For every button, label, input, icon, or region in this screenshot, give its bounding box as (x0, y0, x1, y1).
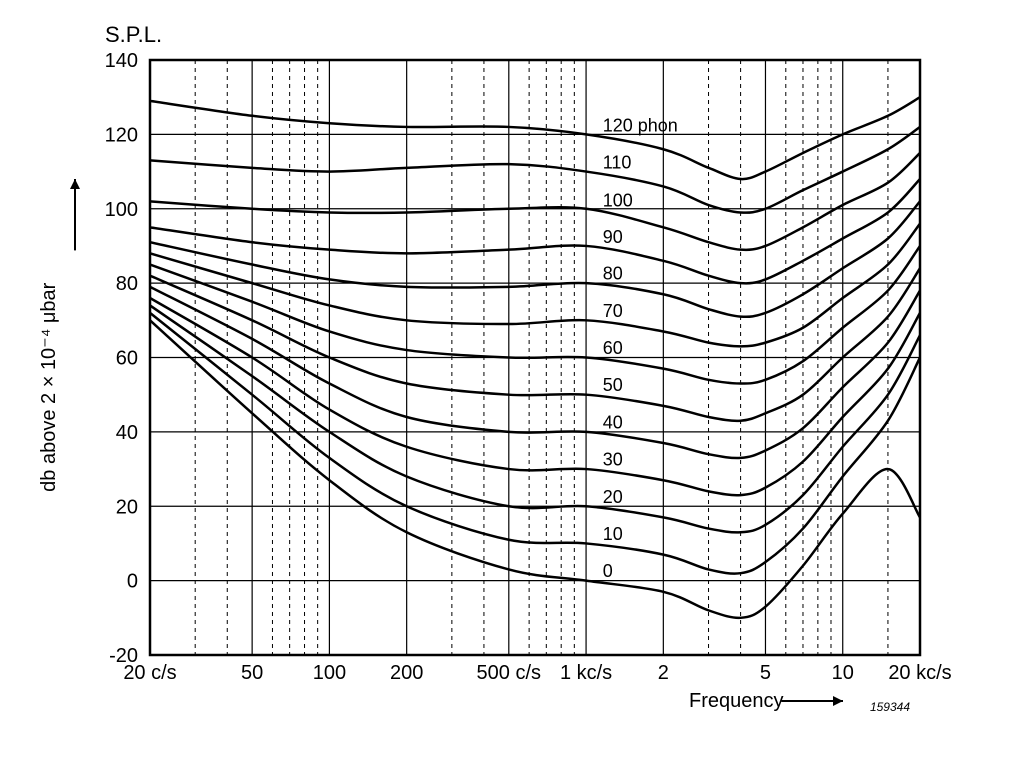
curve-label-40: 40 (603, 412, 623, 432)
curve-label-50: 50 (603, 375, 623, 395)
ref-number: 159344 (870, 700, 910, 714)
x-tick-label: 20 kc/s (888, 662, 951, 684)
x-tick-label: 10 (832, 662, 854, 684)
y-tick-label: 40 (116, 422, 138, 444)
curve-label-110: 110 (603, 153, 632, 173)
curve-label-60: 60 (603, 338, 623, 358)
x-axis-label: Frequency (689, 690, 784, 712)
y-tick-label: 0 (127, 571, 138, 593)
curve-label-0: 0 (603, 561, 613, 581)
curve-label-10: 10 (603, 524, 623, 544)
curve-label-100: 100 (603, 190, 633, 210)
y-tick-label: 120 (105, 124, 138, 146)
curve-label-30: 30 (603, 450, 623, 470)
curve-label-120: 120 phon (603, 115, 678, 135)
x-tick-label: 1 kc/s (560, 662, 612, 684)
equal-loudness-chart: 20 c/s50100200500 c/s1 kc/s251020 kc/s-2… (0, 0, 1024, 776)
y-tick-label: 80 (116, 273, 138, 295)
y-tick-label: 60 (116, 348, 138, 370)
curve-label-20: 20 (603, 487, 623, 507)
x-tick-label: 5 (760, 662, 771, 684)
x-tick-label: 100 (313, 662, 346, 684)
y-tick-label: 20 (116, 496, 138, 518)
y-tick-label: -20 (109, 645, 138, 667)
chart-title: S.P.L. (105, 22, 162, 47)
y-tick-label: 140 (105, 50, 138, 72)
curve-label-90: 90 (603, 227, 623, 247)
x-tick-label: 2 (658, 662, 669, 684)
y-axis-label: db above 2 × 10⁻⁴ μbar (38, 282, 60, 491)
y-tick-label: 100 (105, 199, 138, 221)
curve-label-80: 80 (603, 264, 623, 284)
curve-label-70: 70 (603, 301, 623, 321)
x-tick-label: 200 (390, 662, 423, 684)
x-tick-label: 500 c/s (477, 662, 541, 684)
x-tick-label: 50 (241, 662, 263, 684)
